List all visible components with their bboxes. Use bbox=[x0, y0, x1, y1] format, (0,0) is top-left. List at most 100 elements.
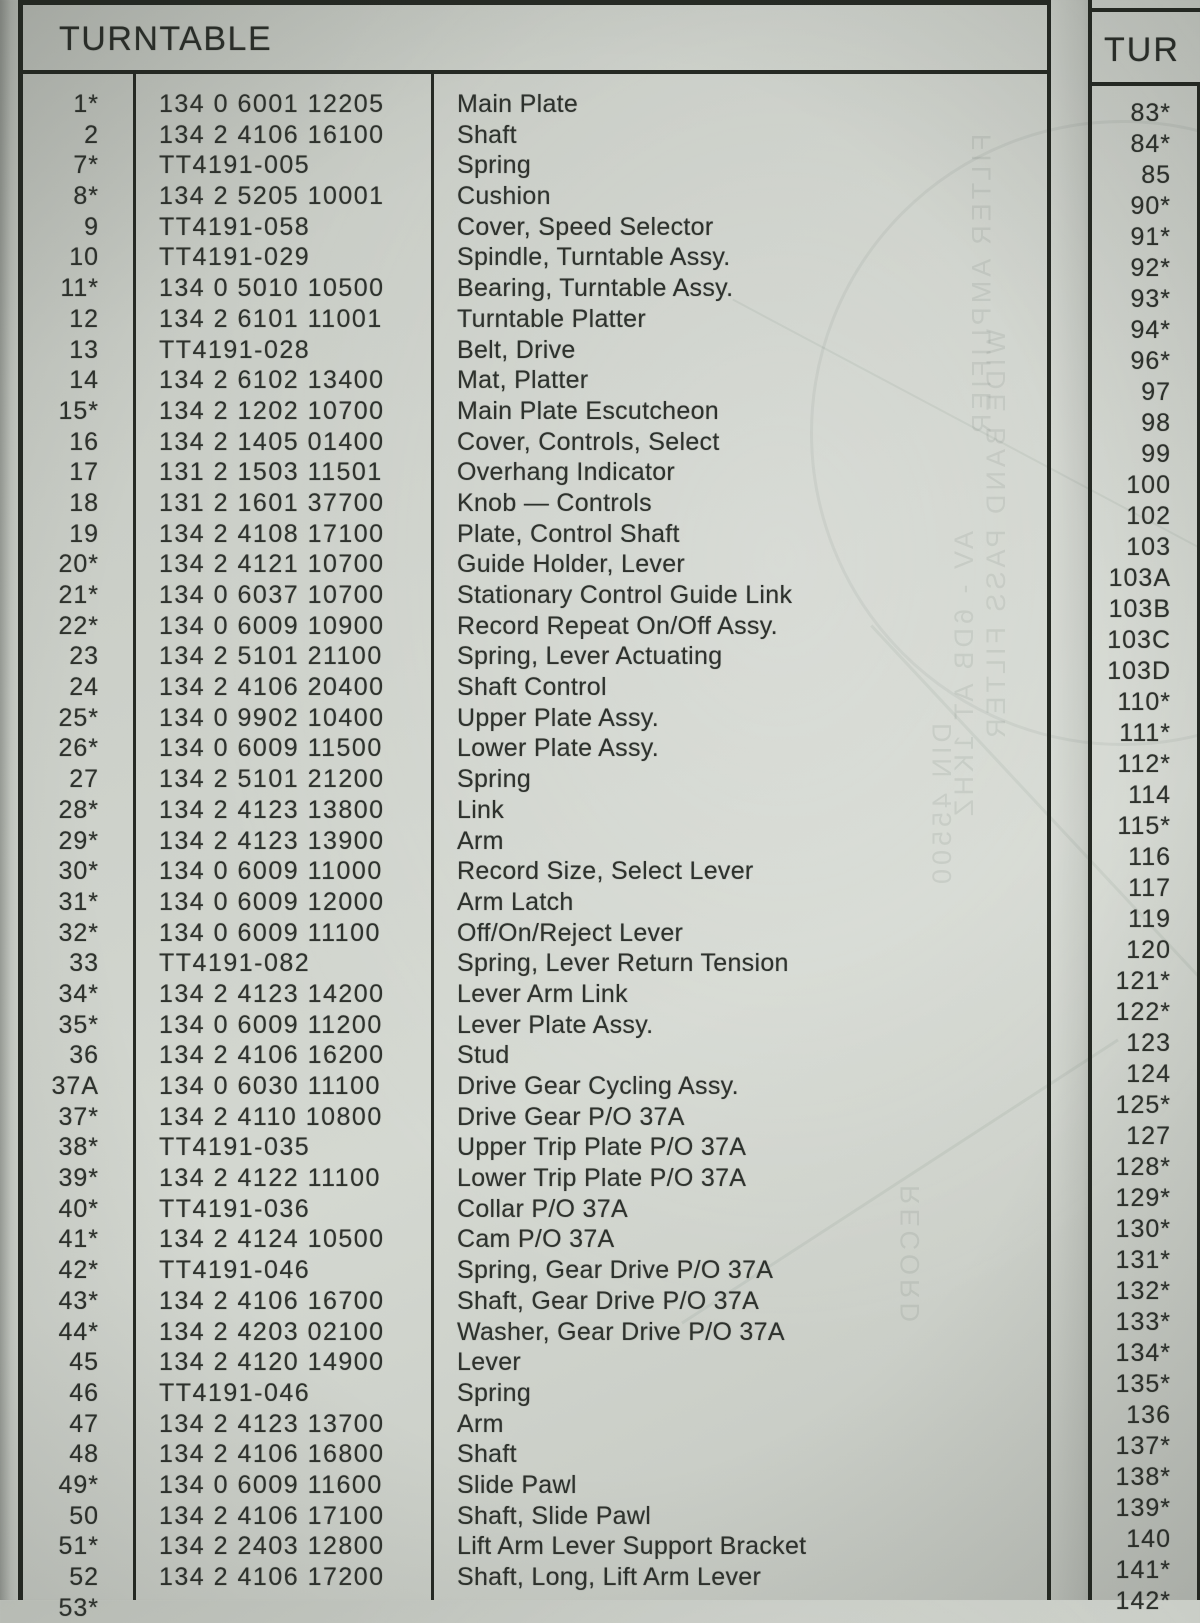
part-description: Link bbox=[457, 795, 505, 824]
item-number: 142* bbox=[1115, 1587, 1171, 1615]
table-row: 110* bbox=[1092, 687, 1197, 718]
part-description: Overhang Indicator bbox=[457, 458, 676, 487]
item-number: 103A bbox=[1108, 564, 1171, 592]
part-number: 134 2 5101 21200 bbox=[159, 765, 385, 794]
table-row: 91* bbox=[1092, 222, 1197, 253]
table-row: 135* bbox=[1092, 1369, 1197, 1400]
table-row: 49* 134 0 6009 11600 Slide Pawl bbox=[28, 1470, 1047, 1501]
item-number: 46 bbox=[69, 1378, 99, 1407]
table-row: 40* TT4191-036 Collar P/O 37A bbox=[28, 1194, 1047, 1225]
part-number: 134 2 4106 20400 bbox=[159, 673, 385, 702]
table-row: 47 134 2 4123 13700 Arm bbox=[28, 1409, 1047, 1440]
table-row: 19 134 2 4108 17100 Plate, Control Shaft bbox=[28, 519, 1047, 550]
part-description: Guide Holder, Lever bbox=[457, 550, 686, 579]
table-row: 31* 134 0 6009 12000 Arm Latch bbox=[28, 887, 1047, 918]
part-description: Arm Latch bbox=[457, 887, 574, 916]
item-number: 96* bbox=[1130, 347, 1171, 375]
part-description: Slide Pawl bbox=[457, 1470, 577, 1499]
item-number: 116 bbox=[1128, 843, 1171, 871]
turntable-parts-table-continued: TUR 83* 84* 85 90* 91* 92* 93* 94* 96* 9… bbox=[1088, 0, 1200, 1615]
table-row: 83* bbox=[1092, 98, 1197, 129]
item-number-rows: 83* 84* 85 90* 91* 92* 93* 94* 96* 97 98… bbox=[1092, 86, 1197, 1617]
item-number: 33 bbox=[69, 949, 99, 978]
table-row: 2 134 2 4106 16100 Shaft bbox=[28, 120, 1047, 151]
item-number: 45 bbox=[69, 1348, 99, 1377]
item-number: 49* bbox=[58, 1470, 99, 1499]
table-row: 30* 134 0 6009 11000 Record Size, Select… bbox=[28, 856, 1047, 887]
part-description: Arm bbox=[457, 1409, 504, 1438]
part-description: Plate, Control Shaft bbox=[457, 519, 680, 548]
item-number: 26* bbox=[58, 734, 99, 763]
part-description: Lower Trip Plate P/O 37A bbox=[457, 1164, 747, 1193]
item-number: 115* bbox=[1117, 812, 1171, 840]
table-row: 129* bbox=[1092, 1183, 1197, 1214]
part-number: 134 0 6009 11100 bbox=[159, 918, 381, 947]
part-number: 134 2 4123 13700 bbox=[159, 1409, 385, 1438]
table-row: 96* bbox=[1092, 346, 1197, 377]
table-row: 37* 134 2 4110 10800 Drive Gear P/O 37A bbox=[28, 1102, 1047, 1133]
table-row: 141* bbox=[1092, 1555, 1197, 1586]
part-number bbox=[133, 1593, 436, 1623]
table-row: 50 134 2 4106 17100 Shaft, Slide Pawl bbox=[28, 1501, 1047, 1532]
table-row: 14 134 2 6102 13400 Mat, Platter bbox=[28, 365, 1047, 396]
part-number: 134 0 6009 11200 bbox=[159, 1010, 383, 1039]
part-number: 134 0 5010 10500 bbox=[159, 274, 385, 303]
part-number: 134 2 4123 14200 bbox=[159, 979, 385, 1008]
part-number: 134 0 6001 12205 bbox=[159, 90, 385, 118]
table-row: 28* 134 2 4123 13800 Link bbox=[28, 795, 1047, 826]
table-row: 39* 134 2 4122 11100 Lower Trip Plate P/… bbox=[28, 1163, 1047, 1194]
item-number: 136 bbox=[1126, 1401, 1171, 1429]
table-row: 114 bbox=[1092, 780, 1197, 811]
item-number: 19 bbox=[69, 519, 99, 548]
part-number: TT4191-082 bbox=[159, 949, 311, 978]
part-number: 134 0 6009 11000 bbox=[159, 857, 383, 886]
part-number: TT4191-036 bbox=[159, 1194, 311, 1223]
table-row: 25* 134 0 9902 10400 Upper Plate Assy. bbox=[28, 703, 1047, 734]
part-number: 134 2 4110 10800 bbox=[159, 1102, 383, 1131]
item-number: 84* bbox=[1130, 130, 1171, 158]
item-number: 35* bbox=[58, 1010, 99, 1039]
item-number: 110* bbox=[1117, 688, 1171, 716]
part-description: Lower Plate Assy. bbox=[457, 734, 659, 763]
table-row: 45 134 2 4120 14900 Lever bbox=[28, 1347, 1047, 1378]
table-row: 37A 134 0 6030 11100 Drive Gear Cycling … bbox=[28, 1071, 1047, 1102]
part-number: TT4191-058 bbox=[159, 212, 311, 241]
table-row: 124 bbox=[1092, 1059, 1197, 1090]
part-description: Spring bbox=[457, 765, 532, 794]
part-description: Record Repeat On/Off Assy. bbox=[457, 611, 778, 640]
part-number: 134 2 4123 13800 bbox=[159, 795, 385, 824]
part-description: Main Plate Escutcheon bbox=[457, 396, 720, 425]
part-number: 134 2 4121 10700 bbox=[159, 550, 385, 579]
item-number: 83* bbox=[1130, 99, 1171, 127]
part-description: Spring, Lever Return Tension bbox=[457, 949, 789, 978]
table-row: 138* bbox=[1092, 1462, 1197, 1493]
item-number: 38* bbox=[58, 1133, 99, 1162]
part-number: 134 0 6009 10900 bbox=[159, 611, 385, 640]
item-number: 85 bbox=[1141, 161, 1171, 189]
part-description: Washer, Gear Drive P/O 37A bbox=[457, 1317, 785, 1346]
item-number: 32* bbox=[58, 918, 99, 947]
item-number: 138* bbox=[1115, 1463, 1171, 1491]
table-row: 136 bbox=[1092, 1400, 1197, 1431]
part-description: Off/On/Reject Lever bbox=[457, 918, 684, 947]
column-divider bbox=[431, 74, 434, 1600]
part-number: 134 2 4108 17100 bbox=[159, 519, 385, 548]
table-row: 93* bbox=[1092, 284, 1197, 315]
item-number: 114 bbox=[1128, 781, 1171, 809]
table-row: 38* TT4191-035 Upper Trip Plate P/O 37A bbox=[28, 1132, 1047, 1163]
table-row: 119 bbox=[1092, 904, 1197, 935]
table-title-clipped: TUR bbox=[1104, 31, 1180, 69]
item-number: 91* bbox=[1130, 223, 1171, 251]
part-number: 134 2 4122 11100 bbox=[159, 1164, 381, 1193]
item-number: 28* bbox=[58, 795, 99, 824]
part-description: Shaft, Slide Pawl bbox=[457, 1501, 652, 1530]
part-number: 134 2 4203 02100 bbox=[159, 1317, 385, 1346]
table-row: 139* bbox=[1092, 1493, 1197, 1524]
item-number: 120 bbox=[1126, 936, 1171, 964]
item-number: 41* bbox=[58, 1225, 99, 1254]
item-number: 17 bbox=[69, 458, 99, 487]
table-row: 116 bbox=[1092, 842, 1197, 873]
item-number: 97 bbox=[1141, 378, 1171, 406]
item-number: 102 bbox=[1126, 502, 1171, 530]
part-number: 131 2 1601 37700 bbox=[159, 488, 385, 517]
